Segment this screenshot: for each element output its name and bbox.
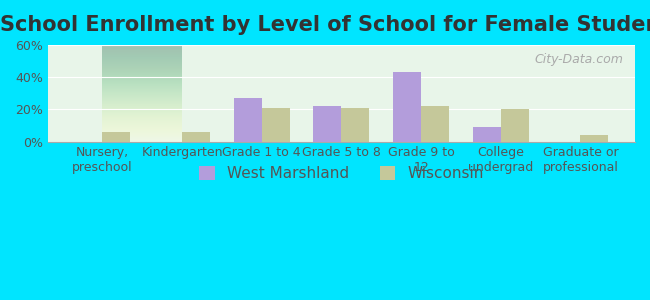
- Bar: [234, 98, 262, 142]
- Bar: [313, 106, 341, 142]
- Bar: [262, 108, 289, 142]
- Bar: [341, 108, 369, 142]
- Legend: West Marshland, Wisconsin: West Marshland, Wisconsin: [193, 160, 489, 187]
- Bar: [500, 110, 528, 142]
- Text: City-Data.com: City-Data.com: [534, 52, 623, 66]
- Bar: [473, 127, 501, 142]
- Bar: [182, 132, 210, 142]
- Bar: [102, 132, 130, 142]
- Bar: [393, 72, 421, 142]
- Bar: [580, 135, 608, 142]
- Title: School Enrollment by Level of School for Female Students: School Enrollment by Level of School for…: [0, 15, 650, 35]
- Bar: [421, 106, 449, 142]
